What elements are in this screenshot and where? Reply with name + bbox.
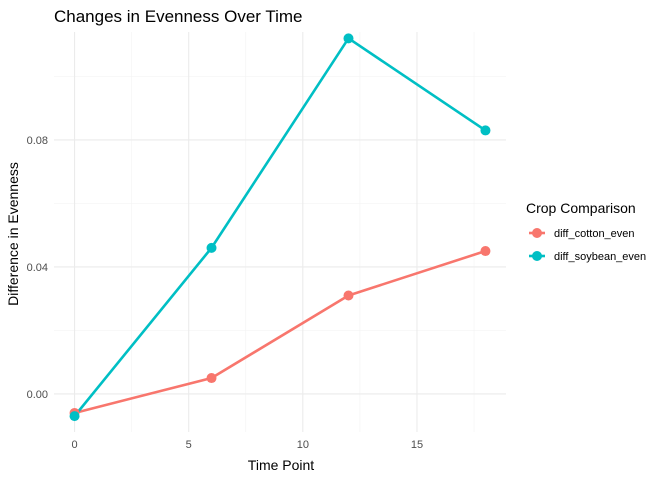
data-point-diff_cotton_even (480, 246, 491, 257)
legend-key-point (532, 228, 542, 238)
data-point-diff_cotton_even (343, 290, 354, 301)
legend-item: diff_soybean_even (529, 251, 646, 263)
data-point-diff_soybean_even (69, 411, 80, 422)
y-tick-label: 0.04 (27, 262, 48, 274)
y-axis: 0.00 0.04 0.08 (27, 135, 48, 401)
data-point-diff_soybean_even (206, 242, 217, 253)
legend: Crop Comparison diff_cotton_even diff_soy… (526, 200, 646, 263)
series-line-diff_cotton_even (74, 249, 486, 415)
x-axis: 0 5 10 15 (71, 439, 423, 451)
data-point-diff_cotton_even (206, 373, 217, 384)
legend-label: diff_cotton_even (554, 228, 635, 240)
x-tick-label: 5 (186, 439, 192, 451)
series-line-diff_soybean_even (73, 37, 487, 417)
legend-label: diff_soybean_even (554, 251, 646, 263)
legend-title: Crop Comparison (526, 200, 636, 216)
x-axis-label: Time Point (248, 457, 315, 473)
data-point-diff_soybean_even (343, 33, 354, 44)
legend-item: diff_cotton_even (529, 228, 635, 240)
y-tick-label: 0.08 (27, 135, 48, 147)
x-tick-label: 10 (297, 439, 309, 451)
x-tick-label: 0 (71, 439, 77, 451)
data-point-diff_soybean_even (480, 125, 491, 136)
plot-panel (54, 32, 506, 432)
y-tick-label: 0.00 (27, 389, 48, 401)
legend-key-point (532, 251, 542, 261)
y-axis-label: Difference in Evenness (5, 162, 21, 306)
chart-title: Changes in Evenness Over Time (54, 7, 303, 26)
x-tick-label: 15 (411, 439, 423, 451)
